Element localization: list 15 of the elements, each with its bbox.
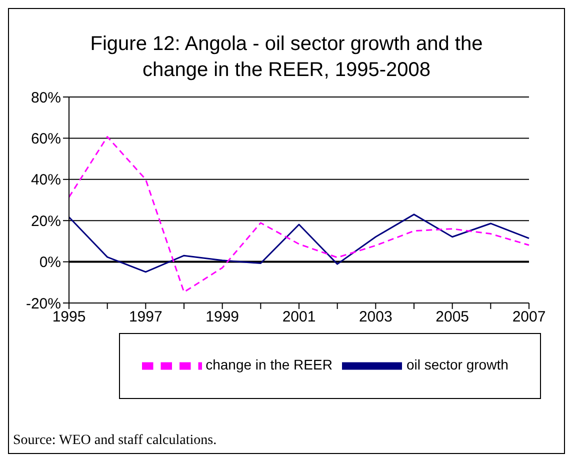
y-tick-label: 20% — [30, 212, 61, 230]
legend-label: change in the REER — [206, 356, 332, 373]
x-tick-label: 2005 — [436, 308, 470, 326]
x-tick-label: 1997 — [128, 308, 162, 326]
y-tick-label: 60% — [30, 130, 61, 148]
y-tick-label: 0% — [39, 254, 61, 272]
x-tick-label: 1999 — [206, 308, 240, 326]
x-tick-label: 2003 — [358, 308, 392, 326]
x-tick-label: 2001 — [282, 308, 316, 326]
chart-title: Figure 12: Angola - oil sector growth and the change in the REER, 1995-2008 — [89, 32, 484, 83]
y-tick-label: 80% — [30, 89, 61, 106]
legend-label: oil sector growth — [406, 356, 508, 373]
y-tick-label: 40% — [30, 172, 61, 189]
source-note: Source: WEO and staff calculations. — [13, 433, 217, 449]
x-tick-label: 2007 — [512, 308, 546, 326]
